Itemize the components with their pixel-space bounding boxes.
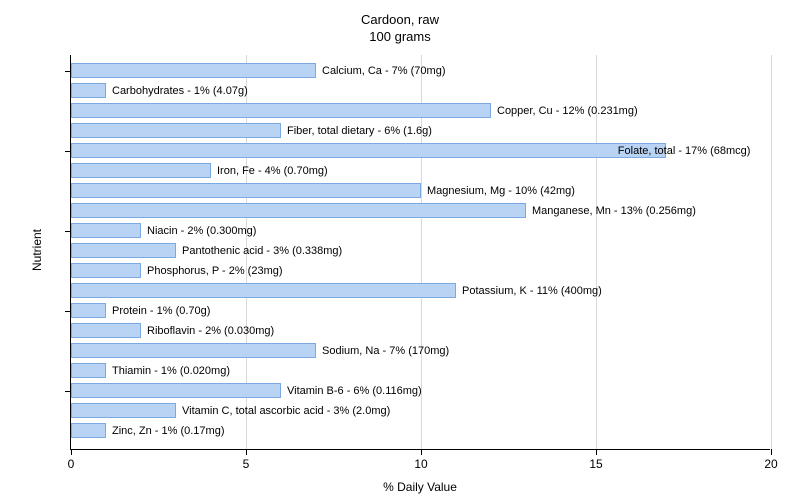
x-tick xyxy=(71,449,72,455)
nutrient-chart: Cardoon, raw 100 grams Nutrient % Daily … xyxy=(0,0,800,500)
nutrient-bar xyxy=(71,223,141,238)
plot-area: 05101520Calcium, Ca - 7% (70mg)Carbohydr… xyxy=(70,55,770,450)
nutrient-bar xyxy=(71,403,176,418)
nutrient-bar xyxy=(71,243,176,258)
nutrient-bar xyxy=(71,163,211,178)
bar-row: Magnesium, Mg - 10% (42mg) xyxy=(71,183,771,198)
nutrient-bar xyxy=(71,103,491,118)
bar-row: Vitamin B-6 - 6% (0.116mg) xyxy=(71,383,771,398)
nutrient-bar xyxy=(71,263,141,278)
nutrient-bar-label: Phosphorus, P - 2% (23mg) xyxy=(147,265,283,277)
nutrient-bar-label: Folate, total - 17% (68mcg) xyxy=(618,145,751,157)
bar-row: Carbohydrates - 1% (4.07g) xyxy=(71,83,771,98)
nutrient-bar-label: Niacin - 2% (0.300mg) xyxy=(147,225,256,237)
nutrient-bar-label: Iron, Fe - 4% (0.70mg) xyxy=(217,165,328,177)
nutrient-bar xyxy=(71,63,316,78)
nutrient-bar xyxy=(71,363,106,378)
bar-row: Thiamin - 1% (0.020mg) xyxy=(71,363,771,378)
x-axis-label: % Daily Value xyxy=(70,480,770,494)
x-tick-label: 5 xyxy=(243,457,250,471)
nutrient-bar xyxy=(71,83,106,98)
nutrient-bar-label: Vitamin B-6 - 6% (0.116mg) xyxy=(287,385,422,397)
x-tick-label: 0 xyxy=(68,457,75,471)
nutrient-bar xyxy=(71,323,141,338)
nutrient-bar-label: Thiamin - 1% (0.020mg) xyxy=(112,365,230,377)
x-tick xyxy=(596,449,597,455)
nutrient-bar xyxy=(71,183,421,198)
chart-title: Cardoon, raw 100 grams xyxy=(0,0,800,46)
x-tick xyxy=(246,449,247,455)
nutrient-bar-label: Potassium, K - 11% (400mg) xyxy=(462,285,602,297)
nutrient-bar-label: Fiber, total dietary - 6% (1.6g) xyxy=(287,125,432,137)
x-tick xyxy=(771,449,772,455)
x-tick-label: 15 xyxy=(589,457,602,471)
bar-row: Potassium, K - 11% (400mg) xyxy=(71,283,771,298)
bar-row: Iron, Fe - 4% (0.70mg) xyxy=(71,163,771,178)
bar-row: Calcium, Ca - 7% (70mg) xyxy=(71,63,771,78)
bar-row: Riboflavin - 2% (0.030mg) xyxy=(71,323,771,338)
x-tick xyxy=(421,449,422,455)
nutrient-bar-label: Manganese, Mn - 13% (0.256mg) xyxy=(532,205,696,217)
grid-line xyxy=(771,55,772,449)
nutrient-bar-label: Protein - 1% (0.70g) xyxy=(112,305,210,317)
bar-row: Niacin - 2% (0.300mg) xyxy=(71,223,771,238)
bar-row: Pantothenic acid - 3% (0.338mg) xyxy=(71,243,771,258)
bar-row: Sodium, Na - 7% (170mg) xyxy=(71,343,771,358)
nutrient-bar xyxy=(71,203,526,218)
nutrient-bar-label: Magnesium, Mg - 10% (42mg) xyxy=(427,185,575,197)
nutrient-bar-label: Carbohydrates - 1% (4.07g) xyxy=(112,85,248,97)
nutrient-bar xyxy=(71,343,316,358)
nutrient-bar xyxy=(71,283,456,298)
nutrient-bar xyxy=(71,423,106,438)
bar-row: Protein - 1% (0.70g) xyxy=(71,303,771,318)
title-line-1: Cardoon, raw xyxy=(361,12,439,27)
bar-row: Zinc, Zn - 1% (0.17mg) xyxy=(71,423,771,438)
nutrient-bar-label: Riboflavin - 2% (0.030mg) xyxy=(147,325,274,337)
x-tick-label: 10 xyxy=(414,457,427,471)
nutrient-bar xyxy=(71,383,281,398)
nutrient-bar xyxy=(71,123,281,138)
bar-row: Vitamin C, total ascorbic acid - 3% (2.0… xyxy=(71,403,771,418)
nutrient-bar-label: Zinc, Zn - 1% (0.17mg) xyxy=(112,425,224,437)
x-tick-label: 20 xyxy=(764,457,777,471)
bar-row: Folate, total - 17% (68mcg) xyxy=(71,143,771,158)
y-axis-label: Nutrient xyxy=(30,229,44,271)
bar-row: Phosphorus, P - 2% (23mg) xyxy=(71,263,771,278)
nutrient-bar-label: Sodium, Na - 7% (170mg) xyxy=(322,345,449,357)
nutrient-bar-label: Pantothenic acid - 3% (0.338mg) xyxy=(182,245,342,257)
bar-row: Manganese, Mn - 13% (0.256mg) xyxy=(71,203,771,218)
nutrient-bar xyxy=(71,143,666,158)
nutrient-bar xyxy=(71,303,106,318)
nutrient-bar-label: Vitamin C, total ascorbic acid - 3% (2.0… xyxy=(182,405,390,417)
bar-row: Copper, Cu - 12% (0.231mg) xyxy=(71,103,771,118)
bar-row: Fiber, total dietary - 6% (1.6g) xyxy=(71,123,771,138)
nutrient-bar-label: Calcium, Ca - 7% (70mg) xyxy=(322,65,445,77)
nutrient-bar-label: Copper, Cu - 12% (0.231mg) xyxy=(497,105,638,117)
title-line-2: 100 grams xyxy=(369,29,430,44)
